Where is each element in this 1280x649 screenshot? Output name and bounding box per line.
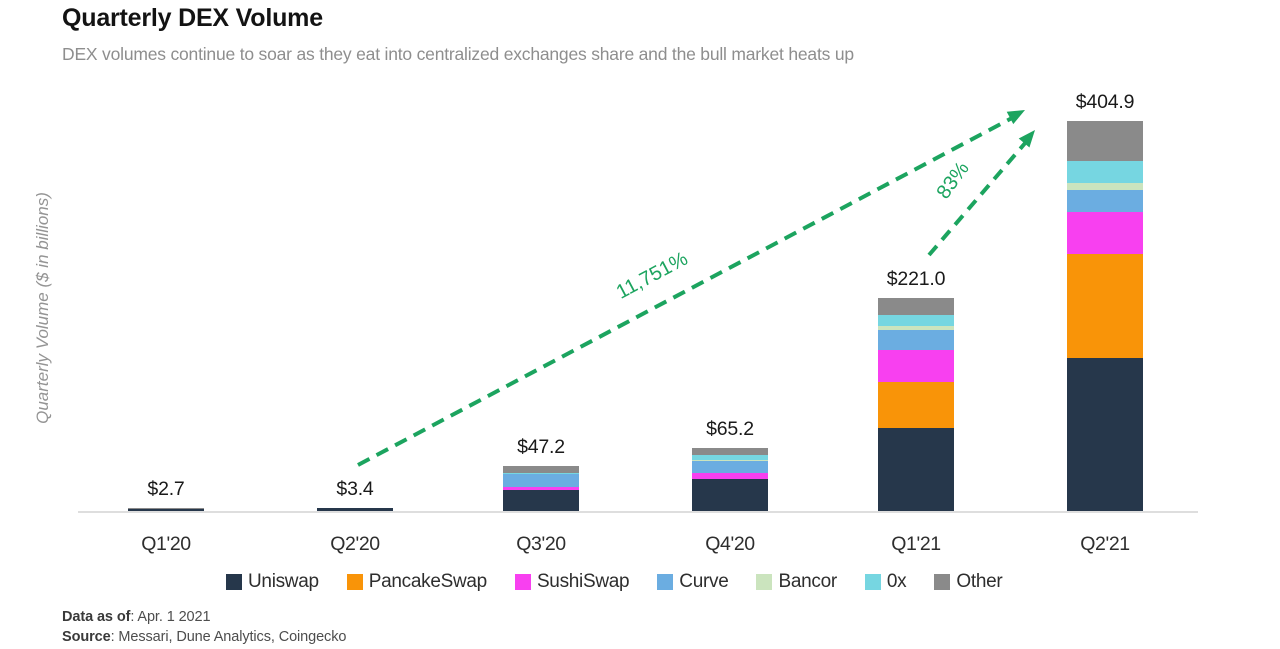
growth-annotation-11751: 11,751% (613, 248, 692, 304)
legend-item-curve: Curve (657, 571, 729, 593)
legend-item-0x: 0x (864, 571, 907, 593)
legend-item-uniswap: Uniswap (226, 571, 319, 593)
segment-sushiswap (503, 486, 579, 490)
legend-swatch-icon (934, 574, 951, 590)
data-as-of-label: Data as of (62, 609, 131, 625)
segment-other (692, 448, 768, 455)
segment-pancakeswap (878, 382, 954, 428)
source-line: Source: Messari, Dune Analytics, Coingec… (62, 627, 346, 647)
legend-item-sushiswap: SushiSwap (514, 571, 630, 593)
legend-label: SushiSwap (536, 571, 630, 592)
segment-other (503, 465, 579, 474)
segment-sushiswap (692, 472, 768, 479)
bar-q220 (317, 507, 393, 511)
legend-item-other: Other (934, 571, 1003, 593)
total-label-q221: $404.9 (1075, 91, 1135, 114)
legend-label: PancakeSwap (368, 571, 487, 592)
total-label-q120: $2.7 (147, 478, 185, 501)
segment-other (1067, 121, 1143, 161)
chart-legend: Uniswap PancakeSwap SushiSwap Curve Bancor 0x… (226, 571, 1003, 593)
segment-other (878, 298, 954, 315)
bar-q320 (503, 465, 579, 511)
x-axis-label-q220: Q2'20 (330, 533, 380, 555)
segment-curve (1067, 190, 1143, 212)
arrowhead-icon (1006, 110, 1025, 125)
growth-annotation-83: 83% (932, 158, 973, 203)
segment-sushiswap (1067, 211, 1143, 254)
chart-subtitle: DEX volumes continue to soar as they eat… (62, 44, 854, 64)
source-value: : Messari, Dune Analytics, Coingecko (110, 629, 347, 645)
legend-label: Curve (679, 571, 729, 592)
segment-curve (692, 461, 768, 473)
legend-item-pancakeswap: PancakeSwap (346, 571, 487, 593)
legend-label: 0x (886, 571, 907, 592)
legend-swatch-icon (346, 574, 363, 590)
x-axis-label-q320: Q3'20 (516, 533, 566, 555)
segment-bancor (1067, 182, 1143, 191)
total-label-q220: $3.4 (336, 477, 374, 500)
legend-swatch-icon (226, 574, 242, 590)
segment-sushiswap (878, 349, 954, 383)
x-axis-line (78, 511, 1198, 513)
data-as-of-line: Data as of: Apr. 1 2021 (62, 607, 346, 627)
x-axis-label-q221: Q2'21 (1080, 533, 1130, 555)
segment-uniswap (503, 489, 579, 511)
chart-footer: Data as of: Apr. 1 2021 Source: Messari,… (62, 607, 346, 647)
bar-q120 (128, 508, 204, 511)
segment-pancakeswap (1067, 253, 1143, 358)
legend-label: Uniswap (248, 571, 319, 592)
legend-swatch-icon (756, 574, 773, 590)
x-axis-label-q420: Q4'20 (705, 533, 755, 555)
segment-uniswap (692, 478, 768, 511)
x-axis-label-q120: Q1'20 (141, 533, 191, 555)
legend-swatch-icon (657, 574, 674, 590)
legend-swatch-icon (514, 574, 531, 590)
x-axis-label-q121: Q1'21 (891, 533, 941, 555)
segment-curve (878, 330, 954, 350)
y-axis-label: Quarterly Volume ($ in billions) (33, 192, 52, 424)
segment-curve (503, 474, 579, 487)
legend-swatch-icon (864, 574, 881, 590)
bar-q420 (692, 448, 768, 511)
legend-label: Bancor (778, 571, 837, 592)
segment-0x (1067, 160, 1143, 183)
source-label: Source (62, 629, 111, 645)
growth-arrow-line-83 (927, 140, 1028, 257)
total-label-q121: $221.0 (886, 268, 946, 291)
bar-q121 (878, 298, 954, 511)
data-as-of-value: : Apr. 1 2021 (130, 609, 211, 625)
page-title: Quarterly DEX Volume (62, 4, 323, 32)
total-label-q320: $47.2 (517, 435, 565, 458)
segment-uniswap (128, 508, 204, 511)
arrowhead-icon (1018, 130, 1035, 148)
segment-0x (503, 473, 579, 475)
legend-item-bancor: Bancor (756, 571, 837, 593)
segment-uniswap (317, 507, 393, 511)
bar-q221 (1067, 121, 1143, 511)
legend-label: Other (956, 571, 1003, 592)
segment-0x (878, 314, 954, 326)
segment-uniswap (878, 427, 954, 511)
segment-uniswap (1067, 357, 1143, 511)
total-label-q420: $65.2 (706, 418, 754, 441)
